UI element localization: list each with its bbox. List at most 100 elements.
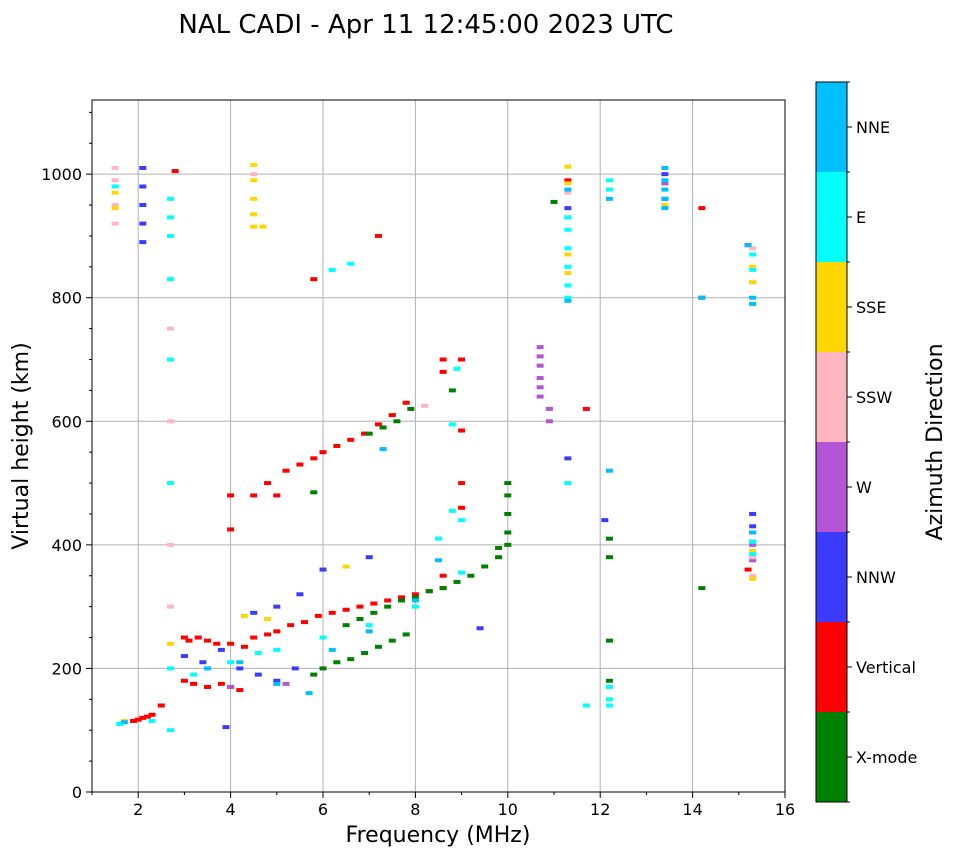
series-vertical <box>130 169 752 723</box>
data-point <box>379 447 387 452</box>
data-point <box>495 555 503 560</box>
plot-frame <box>91 99 786 793</box>
data-point <box>217 681 225 686</box>
data-point <box>749 555 757 560</box>
y-tick-label: 200 <box>51 659 82 678</box>
data-point <box>749 264 757 269</box>
data-point <box>171 169 179 174</box>
data-point <box>328 647 336 652</box>
data-point <box>476 626 484 631</box>
y-axis-ticks: 0 200 400 600 800 1000 <box>41 111 92 802</box>
data-point <box>342 607 350 612</box>
data-point <box>749 301 757 306</box>
data-point <box>264 617 272 621</box>
data-point <box>167 604 175 609</box>
data-point <box>264 481 272 486</box>
data-point <box>310 490 318 495</box>
data-point <box>605 536 613 541</box>
data-point <box>250 162 258 167</box>
data-point <box>333 444 341 448</box>
data-point <box>564 215 572 220</box>
data-point <box>605 703 613 708</box>
data-point <box>749 552 757 557</box>
data-point <box>273 629 281 634</box>
data-point <box>448 422 456 427</box>
data-point <box>116 722 124 727</box>
data-point <box>370 601 378 606</box>
data-point <box>749 576 757 581</box>
y-tick-label: 800 <box>51 289 82 308</box>
data-point <box>273 604 281 609</box>
data-point <box>347 261 355 266</box>
data-point <box>148 718 156 723</box>
data-point <box>661 206 669 211</box>
data-point <box>698 586 706 591</box>
data-point <box>264 632 272 637</box>
data-point <box>287 623 295 628</box>
data-point <box>605 638 613 643</box>
data-point <box>319 567 327 572</box>
data-point <box>661 196 669 201</box>
x-tick-label: 4 <box>226 800 236 819</box>
data-point <box>180 635 188 640</box>
data-point <box>749 267 757 272</box>
data-point <box>250 610 258 615</box>
data-point <box>467 573 475 578</box>
colorbar-tick-label: W <box>856 478 872 497</box>
data-point <box>361 431 369 436</box>
data-point <box>139 221 147 226</box>
data-point <box>254 672 262 677</box>
data-point <box>439 573 447 578</box>
data-point <box>213 641 221 646</box>
data-point <box>536 354 544 359</box>
data-point <box>139 715 147 720</box>
data-point <box>458 505 466 510</box>
colorbar-tick-label: X-mode <box>856 748 917 767</box>
grid-lines <box>92 100 786 792</box>
data-point <box>564 181 572 186</box>
data-point <box>250 196 258 201</box>
data-point <box>356 617 364 621</box>
data-point <box>301 620 309 625</box>
data-point <box>254 650 262 655</box>
data-point <box>384 598 392 603</box>
data-point <box>328 267 336 272</box>
data-points <box>111 162 757 733</box>
data-point <box>605 178 613 183</box>
data-point <box>545 406 553 411</box>
data-point <box>749 511 757 516</box>
data-point <box>458 428 466 433</box>
y-tick-label: 400 <box>51 536 82 555</box>
data-point <box>749 524 757 529</box>
data-point <box>111 221 119 226</box>
data-point <box>250 224 258 229</box>
data-point <box>148 712 156 717</box>
data-point <box>749 246 757 251</box>
data-point <box>310 277 318 282</box>
data-point <box>749 530 757 535</box>
data-point <box>319 450 327 455</box>
data-point <box>157 703 165 708</box>
data-point <box>194 635 202 640</box>
data-point <box>388 638 396 643</box>
colorbar-tick-label: Vertical <box>856 658 916 677</box>
series-nne <box>120 165 757 725</box>
colorbar-segment <box>816 532 847 622</box>
data-point <box>661 181 669 186</box>
data-point <box>411 598 419 603</box>
data-point <box>365 431 373 436</box>
data-point <box>374 233 382 238</box>
data-point <box>167 326 175 331</box>
data-point <box>564 456 572 461</box>
data-point <box>282 681 290 686</box>
colorbar-segment <box>816 262 847 352</box>
data-point <box>111 203 119 208</box>
data-point <box>564 178 572 183</box>
data-point <box>605 697 613 702</box>
data-point <box>310 672 318 677</box>
data-point <box>504 530 512 535</box>
data-point <box>204 684 211 689</box>
data-point <box>605 196 613 201</box>
data-point <box>398 598 406 603</box>
data-point <box>407 406 415 411</box>
